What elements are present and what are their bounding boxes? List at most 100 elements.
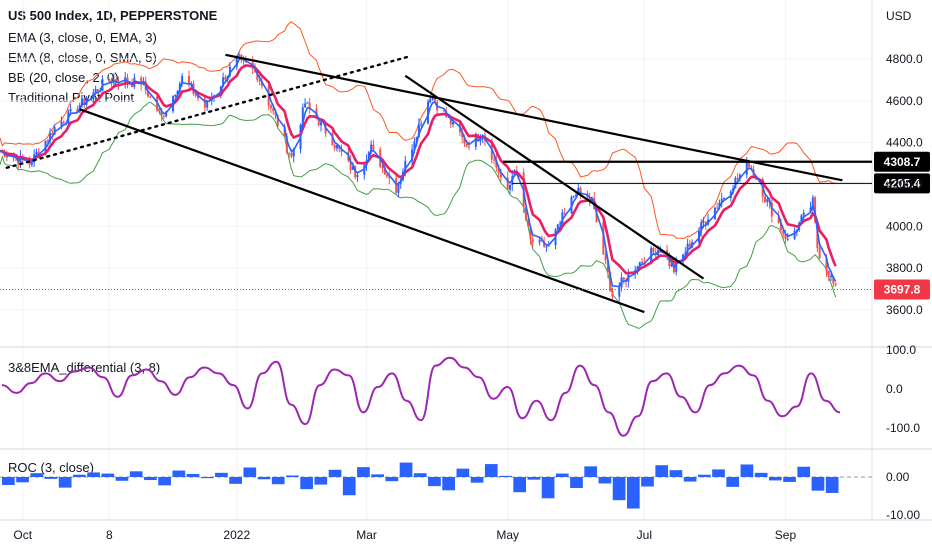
- candle-body: [449, 116, 452, 125]
- candle-body: [670, 264, 673, 267]
- candle-body: [146, 90, 149, 97]
- candle-body: [258, 79, 261, 81]
- roc-bar: [328, 469, 342, 477]
- roc-bar: [286, 475, 299, 477]
- roc-tick-label: 0.00: [886, 470, 910, 484]
- candle-body: [777, 216, 780, 224]
- candle-body: [461, 132, 464, 138]
- candle-body: [417, 124, 420, 137]
- roc-bar: [797, 466, 811, 477]
- roc-bar: [101, 473, 115, 477]
- trendlines[interactable]: [5, 53, 843, 314]
- candle-body: [716, 207, 719, 209]
- time-tick-label: 8: [106, 528, 113, 542]
- candle-body: [292, 149, 295, 157]
- candle-body: [235, 55, 238, 67]
- candle-body: [588, 196, 591, 201]
- candlestick-series: [1, 51, 837, 302]
- price-level-badge[interactable]: [874, 151, 930, 172]
- candle-body: [688, 243, 691, 248]
- candle-body: [748, 161, 751, 168]
- candle-body: [19, 156, 22, 165]
- candle-body: [317, 119, 320, 126]
- candle-body: [561, 212, 564, 224]
- roc-bar: [768, 477, 782, 481]
- roc-bar: [697, 474, 711, 477]
- last-price-badge[interactable]: [874, 279, 930, 300]
- candle-body: [793, 230, 796, 239]
- roc-bar: [87, 472, 100, 477]
- candle-body: [288, 152, 291, 154]
- candle-body: [766, 199, 769, 202]
- trendline-support[interactable]: [79, 108, 645, 314]
- indicator-ema-fast-label[interactable]: EMA (3, close, 0, EMA, 3): [8, 30, 157, 45]
- candle-body: [349, 160, 352, 170]
- candle-body: [497, 167, 500, 174]
- candle-body: [575, 194, 578, 197]
- price-axis[interactable]: USD 4800.0 4600.0 4400.0 4200.0 4000.0 3800.0…: [886, 9, 923, 522]
- roc-bar: [484, 464, 498, 477]
- grid-lines: [0, 0, 932, 521]
- candle-body: [830, 276, 833, 278]
- candle-body: [96, 88, 99, 92]
- differential-tick-label: 0.0: [886, 382, 903, 396]
- candle-body: [499, 173, 502, 178]
- candle-body: [301, 107, 304, 125]
- roc-bar: [257, 477, 271, 480]
- roc-bar: [215, 472, 228, 477]
- candle-body: [69, 108, 72, 112]
- time-axis[interactable]: Oct 8 2022 Mar May Jul Sep: [13, 528, 796, 542]
- candle-body: [611, 290, 614, 297]
- price-level-badge[interactable]: [874, 173, 930, 194]
- candle-body: [108, 79, 111, 81]
- indicator-bb-label[interactable]: BB (20, close, 2, 0): [8, 70, 119, 85]
- price-level-label: 4205.4: [884, 176, 921, 190]
- trendline-falling[interactable]: [404, 74, 705, 280]
- indicator-ema-slow-label[interactable]: EMA (8, close, 0, SMA, 5): [8, 50, 157, 65]
- candle-body: [431, 97, 434, 100]
- candle-body: [802, 212, 805, 216]
- candle-body: [222, 77, 225, 87]
- roc-bar: [456, 468, 470, 477]
- candle-body: [404, 160, 407, 172]
- candle-body: [149, 96, 152, 98]
- candle-body: [53, 127, 56, 135]
- candle-body: [779, 223, 782, 230]
- trendline-resistance[interactable]: [225, 53, 843, 182]
- candle-body: [110, 80, 113, 83]
- candle-body: [800, 215, 803, 223]
- candle-body: [331, 133, 334, 146]
- candle-body: [62, 121, 65, 123]
- candle-body: [413, 141, 416, 150]
- differential-pane: 3&8EMA_differential (3, 8): [1, 356, 841, 437]
- trendline-dotted-channel[interactable]: [5, 55, 409, 169]
- roc-bar: [470, 477, 484, 483]
- candle-body: [563, 212, 566, 214]
- candle-body: [206, 100, 209, 108]
- roc-bar: [413, 473, 427, 477]
- candle-body: [827, 271, 830, 278]
- candle-body: [763, 196, 766, 202]
- candle-body: [545, 246, 548, 248]
- roc-bar: [399, 462, 413, 477]
- candle-body: [641, 261, 644, 263]
- candle-body: [818, 248, 821, 258]
- roc-bar: [385, 477, 399, 482]
- candle-body: [447, 116, 450, 118]
- candle-body: [356, 174, 359, 178]
- differential-tick-label: -100.0: [886, 421, 920, 435]
- candle-body: [604, 254, 607, 261]
- roc-bar: [584, 466, 598, 477]
- candle-body: [508, 184, 511, 190]
- roc-title[interactable]: ROC (3, close): [8, 460, 94, 475]
- candle-body: [463, 137, 466, 144]
- candle-body: [682, 254, 685, 262]
- price-tick-label: 3800.0: [886, 261, 923, 275]
- candle-body: [814, 197, 817, 223]
- candle-body: [308, 102, 311, 109]
- candle-body: [547, 245, 550, 247]
- candle-body: [126, 77, 129, 83]
- roc-bar: [712, 469, 725, 477]
- candle-body: [572, 196, 575, 198]
